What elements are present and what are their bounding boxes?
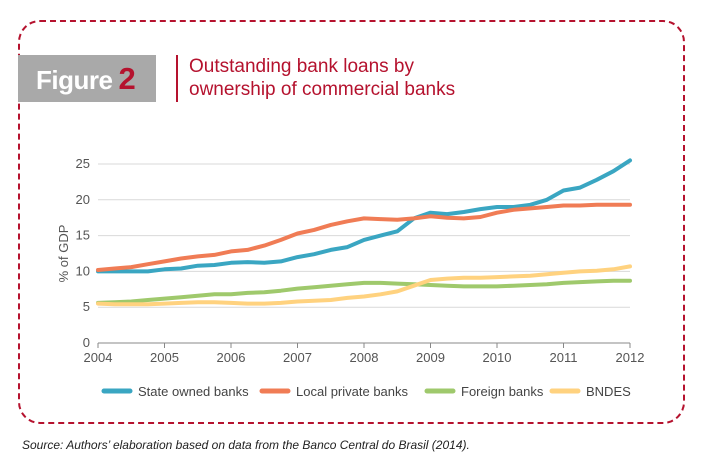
source-note: Source: Authors’ elaboration based on da… bbox=[22, 438, 470, 452]
figure-frame bbox=[18, 20, 685, 424]
axes: 0 5 10 15 20 25 2004 2005 2006 2007 2008 2009 2010 20… bbox=[56, 156, 644, 365]
series-lines bbox=[96, 158, 632, 307]
series-line-foreign-banks bbox=[96, 278, 632, 305]
series-line-state-owned-banks bbox=[96, 158, 632, 274]
legend-label-local-private-banks: Local private banks bbox=[296, 384, 409, 399]
y-axis-title: % of GDP bbox=[56, 225, 71, 283]
legend-label-state-owned-banks: State owned banks bbox=[138, 384, 249, 399]
series-line-local-private-banks bbox=[96, 202, 632, 272]
x-tick-label-2005: 2005 bbox=[150, 350, 179, 365]
x-tick-label-2009: 2009 bbox=[416, 350, 445, 365]
x-tick-label-2006: 2006 bbox=[217, 350, 246, 365]
x-tick-label-2010: 2010 bbox=[483, 350, 512, 365]
x-tick-label-2007: 2007 bbox=[283, 350, 312, 365]
x-tick-label-2004: 2004 bbox=[84, 350, 113, 365]
series-line-bndes bbox=[96, 264, 632, 307]
title-divider bbox=[176, 55, 178, 102]
legend: State owned banks Local private banks Fore… bbox=[101, 384, 631, 399]
y-tick-label-20: 20 bbox=[76, 192, 90, 207]
figure-label-word: Figure bbox=[36, 65, 113, 95]
x-tick-label-2011: 2011 bbox=[550, 350, 578, 365]
x-tick-label-2008: 2008 bbox=[350, 350, 379, 365]
figure-title: Outstanding bank loans by ownership of c… bbox=[189, 55, 609, 101]
figure-title-line-2: ownership of commercial banks bbox=[189, 79, 456, 100]
figure-title-line-1: Outstanding bank loans by bbox=[189, 56, 414, 77]
y-tick-label-25: 25 bbox=[76, 156, 90, 171]
y-tick-label-0: 0 bbox=[83, 335, 90, 350]
y-tick-label-5: 5 bbox=[83, 299, 90, 314]
x-tick-label-2012: 2012 bbox=[616, 350, 645, 365]
figure-label-number: 2 bbox=[118, 61, 136, 96]
y-tick-label-10: 10 bbox=[76, 263, 90, 278]
legend-label-bndes: BNDES bbox=[586, 384, 631, 399]
legend-label-foreign-banks: Foreign banks bbox=[461, 384, 544, 399]
y-tick-label-15: 15 bbox=[76, 228, 90, 243]
figure-label-tab: Figure 2 bbox=[18, 55, 156, 102]
